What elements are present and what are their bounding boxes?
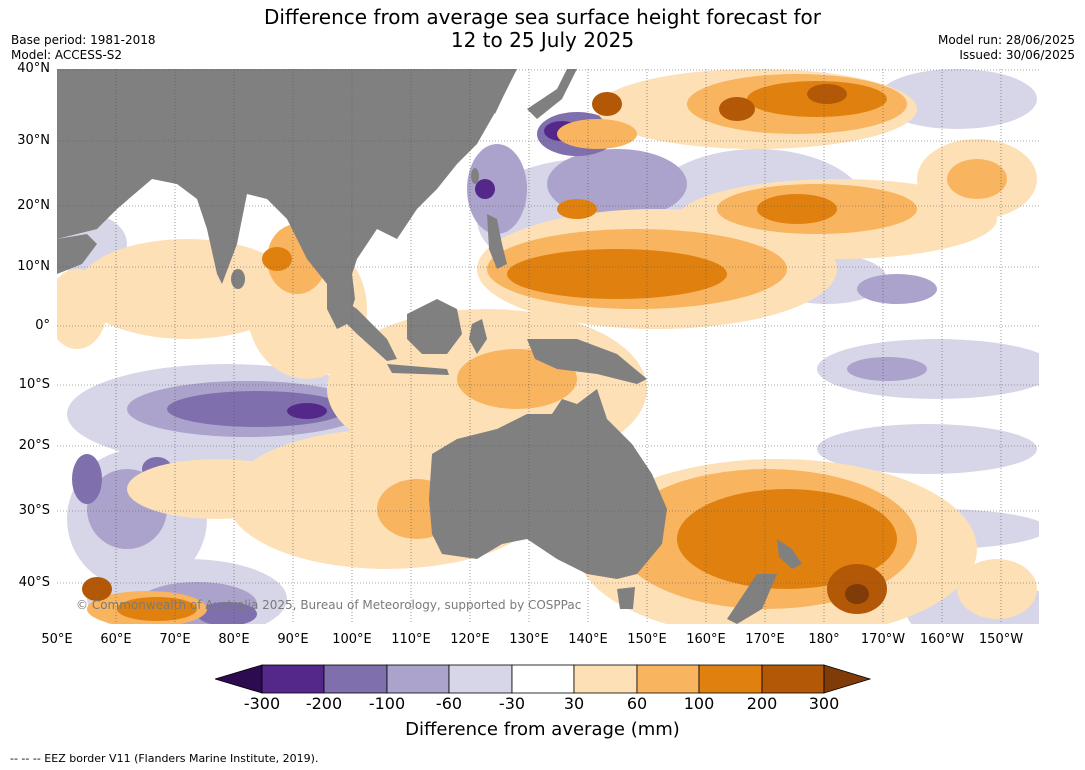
colorbar-tick: -200	[305, 694, 343, 713]
colorbar-bin-1	[261, 664, 325, 694]
eez-border-note: -- -- -- EEZ border V11 (Flanders Marine…	[10, 752, 319, 765]
colorbar-tick: -100	[368, 694, 406, 713]
anomaly-pos-300-layer	[845, 584, 869, 604]
lon-label-120e: 120°E	[450, 632, 490, 647]
colorbar-bin-9	[761, 664, 825, 694]
colorbar-tick: -300	[243, 694, 281, 713]
colorbar-tick: 60	[626, 694, 648, 713]
colorbar-tick: 30	[563, 694, 585, 713]
lon-label-90e: 90°E	[277, 632, 309, 647]
lat-label-0: 0°	[35, 318, 50, 333]
colorbar-bin-6	[573, 664, 638, 694]
colorbar-bin-4	[448, 664, 513, 694]
lon-label-100e: 100°E	[332, 632, 372, 647]
colorbar-extend-low	[215, 664, 263, 694]
land-layer	[57, 69, 802, 624]
lon-label-150e: 150°E	[627, 632, 667, 647]
lat-label-40s: 40°S	[18, 575, 50, 590]
lon-label-60e: 60°E	[100, 632, 132, 647]
lon-label-150w: 150°W	[978, 632, 1024, 647]
colorbar-extend-high	[823, 664, 871, 694]
lat-label-30s: 30°S	[18, 503, 50, 518]
colorbar-bin-3	[386, 664, 450, 694]
colorbar-bin-5	[511, 664, 575, 694]
lat-label-40n: 40°N	[17, 61, 50, 76]
lon-label-170w: 170°W	[860, 632, 906, 647]
lat-label-20n: 20°N	[17, 198, 50, 213]
lat-label-10n: 10°N	[17, 259, 50, 274]
map-svg	[57, 69, 1039, 624]
lat-label-30n: 30°N	[17, 133, 50, 148]
colorbar-bin-8	[698, 664, 763, 694]
colorbar-bin-7	[636, 664, 700, 694]
lon-label-130e: 130°E	[509, 632, 549, 647]
colorbar	[215, 664, 871, 694]
base-period: Base period: 1981-2018	[11, 33, 156, 47]
issued-date: Issued: 30/06/2025	[959, 48, 1075, 62]
colorbar-bin-2	[323, 664, 388, 694]
colorbar-tick: 200	[746, 694, 778, 713]
colorbar-tick: -60	[435, 694, 463, 713]
colorbar-tick: 100	[683, 694, 715, 713]
lon-label-180: 180°	[808, 632, 840, 647]
lat-label-20s: 20°S	[18, 438, 50, 453]
colorbar-tick: 300	[808, 694, 840, 713]
graticule-layer	[57, 69, 1039, 624]
chart-title-line2: 12 to 25 July 2025	[450, 28, 635, 52]
lon-label-160w: 160°W	[919, 632, 965, 647]
lon-label-80e: 80°E	[218, 632, 250, 647]
lon-label-50e: 50°E	[41, 632, 73, 647]
lon-label-160e: 160°E	[686, 632, 726, 647]
lon-label-70e: 70°E	[159, 632, 191, 647]
lon-label-170e: 170°E	[745, 632, 785, 647]
lon-label-110e: 110°E	[391, 632, 431, 647]
lon-label-140e: 140°E	[568, 632, 608, 647]
model-run: Model run: 28/06/2025	[937, 33, 1075, 47]
model-name: Model: ACCESS-S2	[11, 48, 123, 62]
anomaly-pos-100-layer	[117, 81, 897, 621]
colorbar-tick: -30	[498, 694, 526, 713]
sea-surface-height-map	[57, 69, 1039, 624]
copyright-notice: © Commonwealth of Australia 2025, Bureau…	[76, 598, 582, 612]
lat-label-10s: 10°S	[18, 377, 50, 392]
colorbar-title: Difference from average (mm)	[405, 719, 680, 740]
chart-title-line1: Difference from average sea surface heig…	[263, 5, 822, 29]
